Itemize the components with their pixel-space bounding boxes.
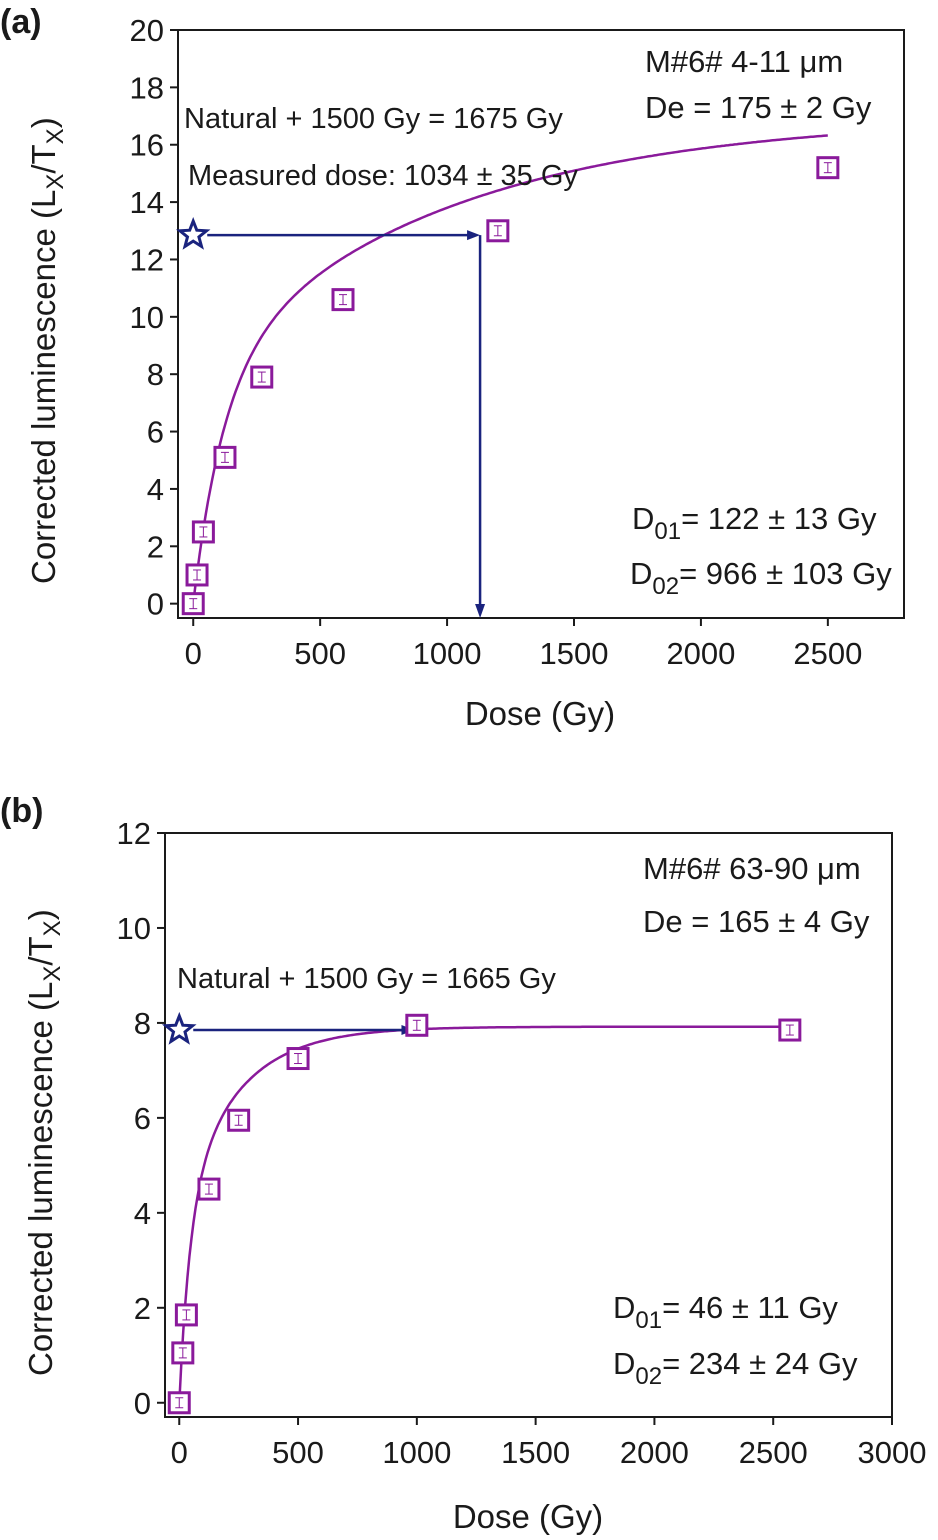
- a-y-tick-label: 8: [147, 357, 164, 392]
- panel-b-d02-label: D02= 234 ± 24 Gy: [613, 1346, 858, 1390]
- panel-b-label: (b): [0, 792, 43, 830]
- b-x-tick-label: 1000: [382, 1435, 451, 1470]
- a-y-tick-label: 0: [147, 587, 164, 622]
- panel-b-de-label: De = 165 ± 4 Gy: [643, 904, 870, 939]
- panel-a-natural-note: Natural + 1500 Gy = 1675 Gy: [184, 103, 563, 135]
- a-x-tick-label: 1000: [413, 636, 482, 671]
- panel-a-x-axis-label: Dose (Gy): [465, 695, 615, 732]
- a-y-tick-label: 14: [130, 185, 164, 220]
- a-x-tick-label: 0: [185, 636, 202, 671]
- b-x-tick-label: 500: [272, 1435, 324, 1470]
- a-y-tick-label: 10: [130, 300, 164, 335]
- b-y-tick-label: 6: [134, 1101, 151, 1136]
- b-y-tick-label: 4: [134, 1196, 151, 1231]
- a-y-tick-label: 12: [130, 242, 164, 277]
- panel-b-d01-label: D01= 46 ± 11 Gy: [613, 1290, 838, 1334]
- chart-panel-a: (a) 0 500 1000 1500 2000 2500 0 2 4 6 8 10 12 14 16 18…: [0, 3, 905, 732]
- panel-b-sample-label: M#6# 63-90 μm: [643, 851, 861, 886]
- chart-panel-b: (b) 0 500 1000 1500 2000 2500 3000 0 2 4 6 8 10 12 D…: [0, 792, 926, 1535]
- b-y-tick-label: 2: [134, 1291, 151, 1326]
- b-fit-curve: [178, 1025, 790, 1403]
- a-x-tick-label: 1500: [540, 636, 609, 671]
- a-y-tick-label: 6: [147, 415, 164, 450]
- panel-b-x-axis-label: Dose (Gy): [453, 1498, 603, 1535]
- b-y-tick-label: 0: [134, 1386, 151, 1421]
- b-y-tick-label: 12: [117, 816, 151, 851]
- panel-a-data-layer: [175, 134, 840, 618]
- panel-a-y-axis: 0 2 4 6 8 10 12 14 16 18 20: [130, 13, 178, 622]
- a-fit-curve: [191, 134, 828, 604]
- panel-b-y-axis-label: Corrected luminescence (LX/TX): [22, 909, 66, 1376]
- panel-a-label: (a): [0, 3, 42, 41]
- panel-b-natural-note: Natural + 1500 Gy = 1665 Gy: [177, 963, 556, 995]
- panel-a-d02-label: D02= 966 ± 103 Gy: [630, 556, 892, 600]
- a-x-tick-label: 500: [294, 636, 346, 671]
- panel-a-y-axis-label: Corrected luminescence (LX/TX): [25, 117, 69, 584]
- panel-a-plot-frame: [177, 29, 905, 619]
- panel-a-sample-label: M#6# 4-11 μm: [645, 44, 843, 79]
- a-y-tick-label: 20: [130, 13, 164, 48]
- b-natural-star-point: [161, 1011, 197, 1045]
- a-y-tick-label: 4: [147, 472, 164, 507]
- panel-b-y-axis: 0 2 4 6 8 10 12: [117, 816, 165, 1421]
- panel-a-de-label: De = 175 ± 2 Gy: [645, 90, 872, 125]
- b-x-tick-label: 1500: [501, 1435, 570, 1470]
- b-x-tick-label: 2000: [620, 1435, 689, 1470]
- panel-a-d01-label: D01= 122 ± 13 Gy: [632, 501, 877, 545]
- a-dose-arrow-head: [475, 604, 486, 618]
- panel-b-data-layer: [161, 1011, 802, 1415]
- a-y-tick-label: 16: [130, 128, 164, 163]
- b-x-tick-label: 0: [171, 1435, 188, 1470]
- panel-b-x-axis: 0 500 1000 1500 2000 2500 3000: [171, 1417, 927, 1470]
- panel-a-measured-dose-note: Measured dose: 1034 ± 35 Gy: [188, 160, 578, 192]
- a-x-tick-label: 2000: [666, 636, 735, 671]
- a-y-tick-label: 18: [130, 70, 164, 105]
- a-natural-star-point: [175, 216, 211, 250]
- panel-a-x-axis: 0 500 1000 1500 2000 2500: [185, 618, 862, 671]
- a-natural-arrow-head: [467, 230, 481, 241]
- b-y-tick-label: 8: [134, 1006, 151, 1041]
- b-y-tick-label: 10: [117, 911, 151, 946]
- b-x-tick-label: 3000: [858, 1435, 927, 1470]
- a-y-tick-label: 2: [147, 529, 164, 564]
- a-x-tick-label: 2500: [793, 636, 862, 671]
- b-x-tick-label: 2500: [739, 1435, 808, 1470]
- panel-b-plot-frame: [164, 832, 893, 1418]
